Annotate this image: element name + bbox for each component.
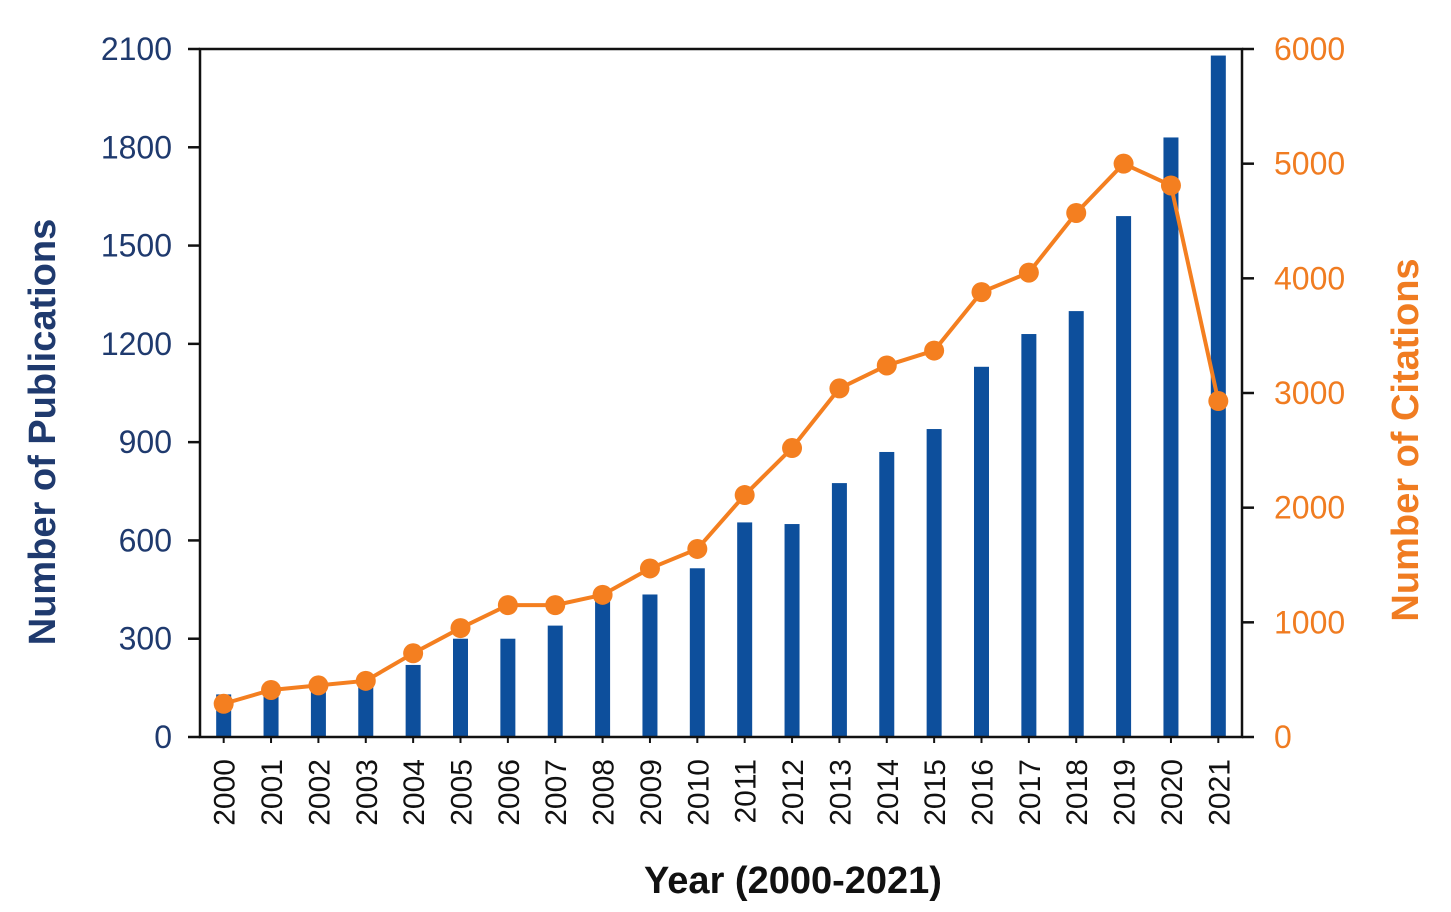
bar-2002 (310, 687, 326, 737)
plot-area-border (198, 47, 1244, 739)
bar-2010 (689, 568, 705, 737)
x-tick-label: 2017 (1014, 759, 1047, 826)
x-tick-label: 2018 (1061, 759, 1094, 826)
x-tick-label: 2007 (540, 759, 573, 826)
right-tick-label: 2000 (1274, 490, 1345, 526)
x-tick-label: 2019 (1109, 759, 1142, 826)
left-tick-label: 1200 (101, 326, 172, 362)
citation-point-2019 (1113, 153, 1134, 174)
citations-line (223, 161, 1221, 706)
citation-point-2021 (1208, 391, 1229, 412)
bar-2003 (358, 684, 374, 737)
bar-2015 (926, 429, 942, 737)
x-tick-label: 2021 (1203, 759, 1236, 826)
right-tick-label: 1000 (1274, 604, 1345, 640)
right-tick-label: 0 (1274, 719, 1292, 755)
left-tick-label: 2100 (101, 31, 172, 67)
left-tick-label: 0 (154, 719, 172, 755)
x-tick-label: 2020 (1156, 759, 1189, 826)
citation-point-2001 (261, 679, 282, 700)
x-tick-label: 2011 (730, 759, 763, 824)
citation-point-2008 (592, 584, 613, 605)
right-axis-ticks: 0 1000 2000 3000 4000 5000 6000 (1242, 31, 1345, 755)
bar-series-publications (216, 55, 1226, 738)
x-tick-label: 2016 (967, 759, 1000, 826)
x-tick-label: 2000 (209, 759, 242, 826)
citation-point-2009 (639, 558, 660, 579)
bar-2005 (453, 638, 468, 737)
bar-2019 (1116, 216, 1132, 738)
citation-point-2002 (308, 675, 329, 696)
citation-point-2016 (971, 282, 992, 303)
x-tick-label: 2002 (303, 759, 336, 826)
left-tick-label: 300 (119, 621, 172, 657)
left-tick-label: 1500 (101, 228, 172, 264)
bar-2018 (1068, 311, 1084, 737)
left-tick-label: 900 (119, 424, 172, 460)
bar-2012 (784, 524, 800, 737)
x-tick-label: 2015 (919, 759, 952, 826)
bar-2007 (547, 625, 563, 737)
x-tick-label: 2008 (588, 759, 621, 826)
citation-point-2018 (1066, 202, 1087, 223)
x-tick-label: 2010 (682, 759, 715, 826)
x-tick-label: 2014 (872, 759, 905, 826)
citation-point-2015 (924, 340, 945, 361)
bar-2011 (737, 522, 753, 737)
citation-point-2006 (497, 595, 518, 616)
bar-2004 (405, 664, 421, 737)
x-tick-label: 2012 (777, 759, 810, 826)
bar-2020 (1163, 137, 1179, 737)
bar-2016 (974, 366, 989, 737)
x-tick-label: 2005 (446, 759, 479, 826)
left-tick-label: 1800 (101, 129, 172, 165)
right-tick-label: 6000 (1274, 31, 1345, 67)
citation-point-2000 (213, 693, 234, 714)
bar-2008 (595, 599, 611, 737)
x-tick-label: 2001 (256, 759, 289, 826)
right-tick-label: 5000 (1274, 146, 1345, 182)
citation-point-2010 (687, 538, 708, 559)
x-axis-ticks: 2000 2001 2002 2003 2004 2005 2006 2007 2008 2009… (209, 737, 1236, 826)
x-tick-label: 2009 (635, 759, 668, 826)
x-tick-label: 2013 (824, 759, 857, 826)
citation-point-2011 (734, 485, 755, 506)
citation-point-2003 (355, 670, 376, 691)
left-axis-ticks: 0 300 600 900 1200 1500 1800 2100 (101, 31, 200, 755)
bar-2017 (1021, 334, 1037, 737)
x-axis-label: Year (2000-2021) (644, 860, 942, 902)
bar-2009 (642, 594, 658, 737)
citation-point-2007 (545, 595, 566, 616)
citation-point-2013 (829, 378, 850, 399)
bar-2013 (831, 483, 847, 737)
bar-2014 (879, 451, 895, 737)
bar-2006 (500, 638, 516, 737)
bar-2001 (263, 691, 279, 737)
citation-point-2014 (876, 355, 897, 376)
citation-point-2004 (403, 643, 424, 664)
x-tick-label: 2003 (351, 759, 384, 826)
right-tick-label: 4000 (1274, 260, 1345, 296)
line-series-citations (213, 153, 1229, 714)
y-axis-label-right: Number of Citations (1385, 258, 1427, 621)
citation-point-2017 (1018, 262, 1039, 283)
left-tick-label: 600 (119, 522, 172, 558)
citation-point-2020 (1160, 175, 1181, 196)
citation-point-2012 (782, 438, 803, 459)
x-tick-label: 2006 (493, 759, 526, 826)
x-tick-label: 2004 (398, 759, 431, 826)
citation-point-2005 (450, 618, 471, 639)
right-tick-label: 3000 (1274, 375, 1345, 411)
plot-frame (198, 47, 1244, 739)
y-axis-label-left: Number of Publications (22, 219, 64, 645)
